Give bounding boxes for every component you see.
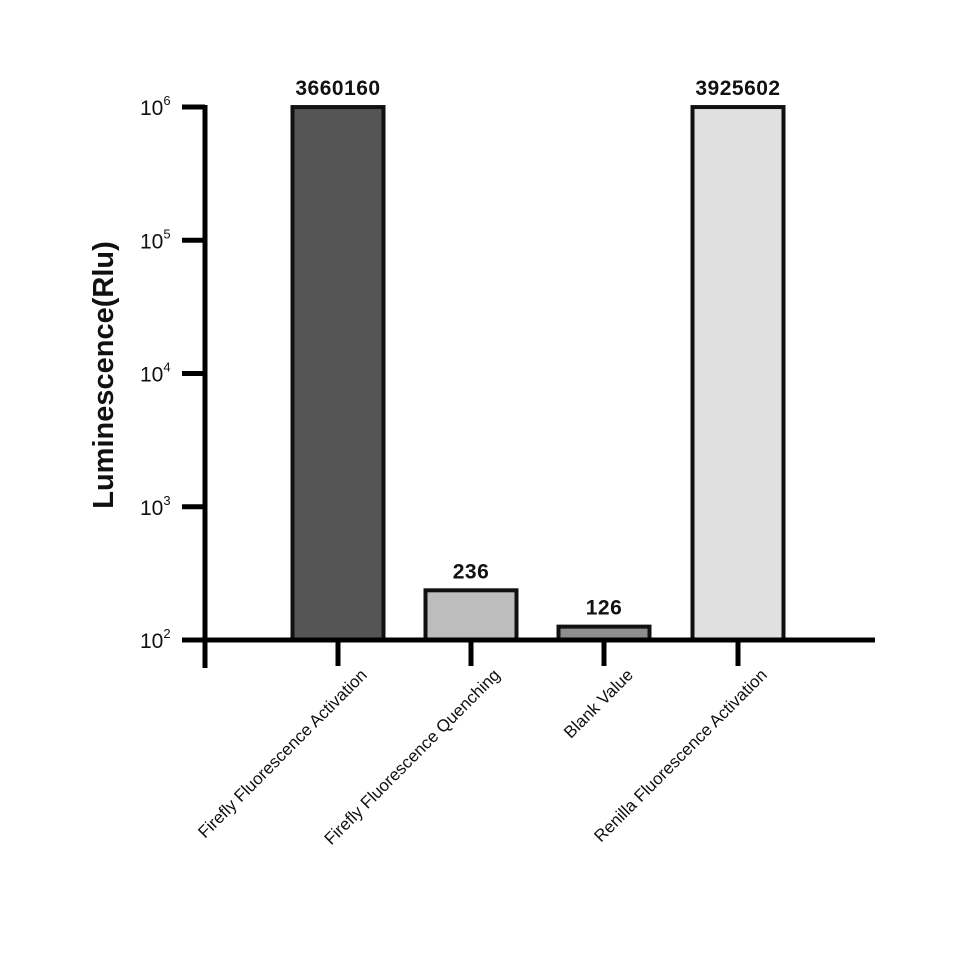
y-tick-label: 104 [140,360,171,387]
bar-value-label: 236 [453,560,490,583]
bar-4 [690,105,786,642]
bars-group [290,105,786,642]
bar-value-label: 3660160 [295,77,380,100]
bar-1 [290,105,386,642]
y-tick-label: 103 [140,493,171,520]
y-axis-title: Luminescence(Rlu) [88,241,120,509]
bar-2 [423,588,519,642]
x-tick-label: Blank Value [560,665,637,742]
y-axis-ticks: 102 103 104 105 106 [140,93,205,653]
y-tick-label: 105 [140,226,171,253]
x-axis-ticks [335,640,741,666]
bar-value-label: 3925602 [695,77,780,100]
bar-value-label: 126 [586,597,623,620]
y-tick-label: 102 [140,626,171,653]
value-labels-group: 3660160 236 126 3925602 [295,77,780,620]
y-tick-label: 106 [140,93,171,120]
